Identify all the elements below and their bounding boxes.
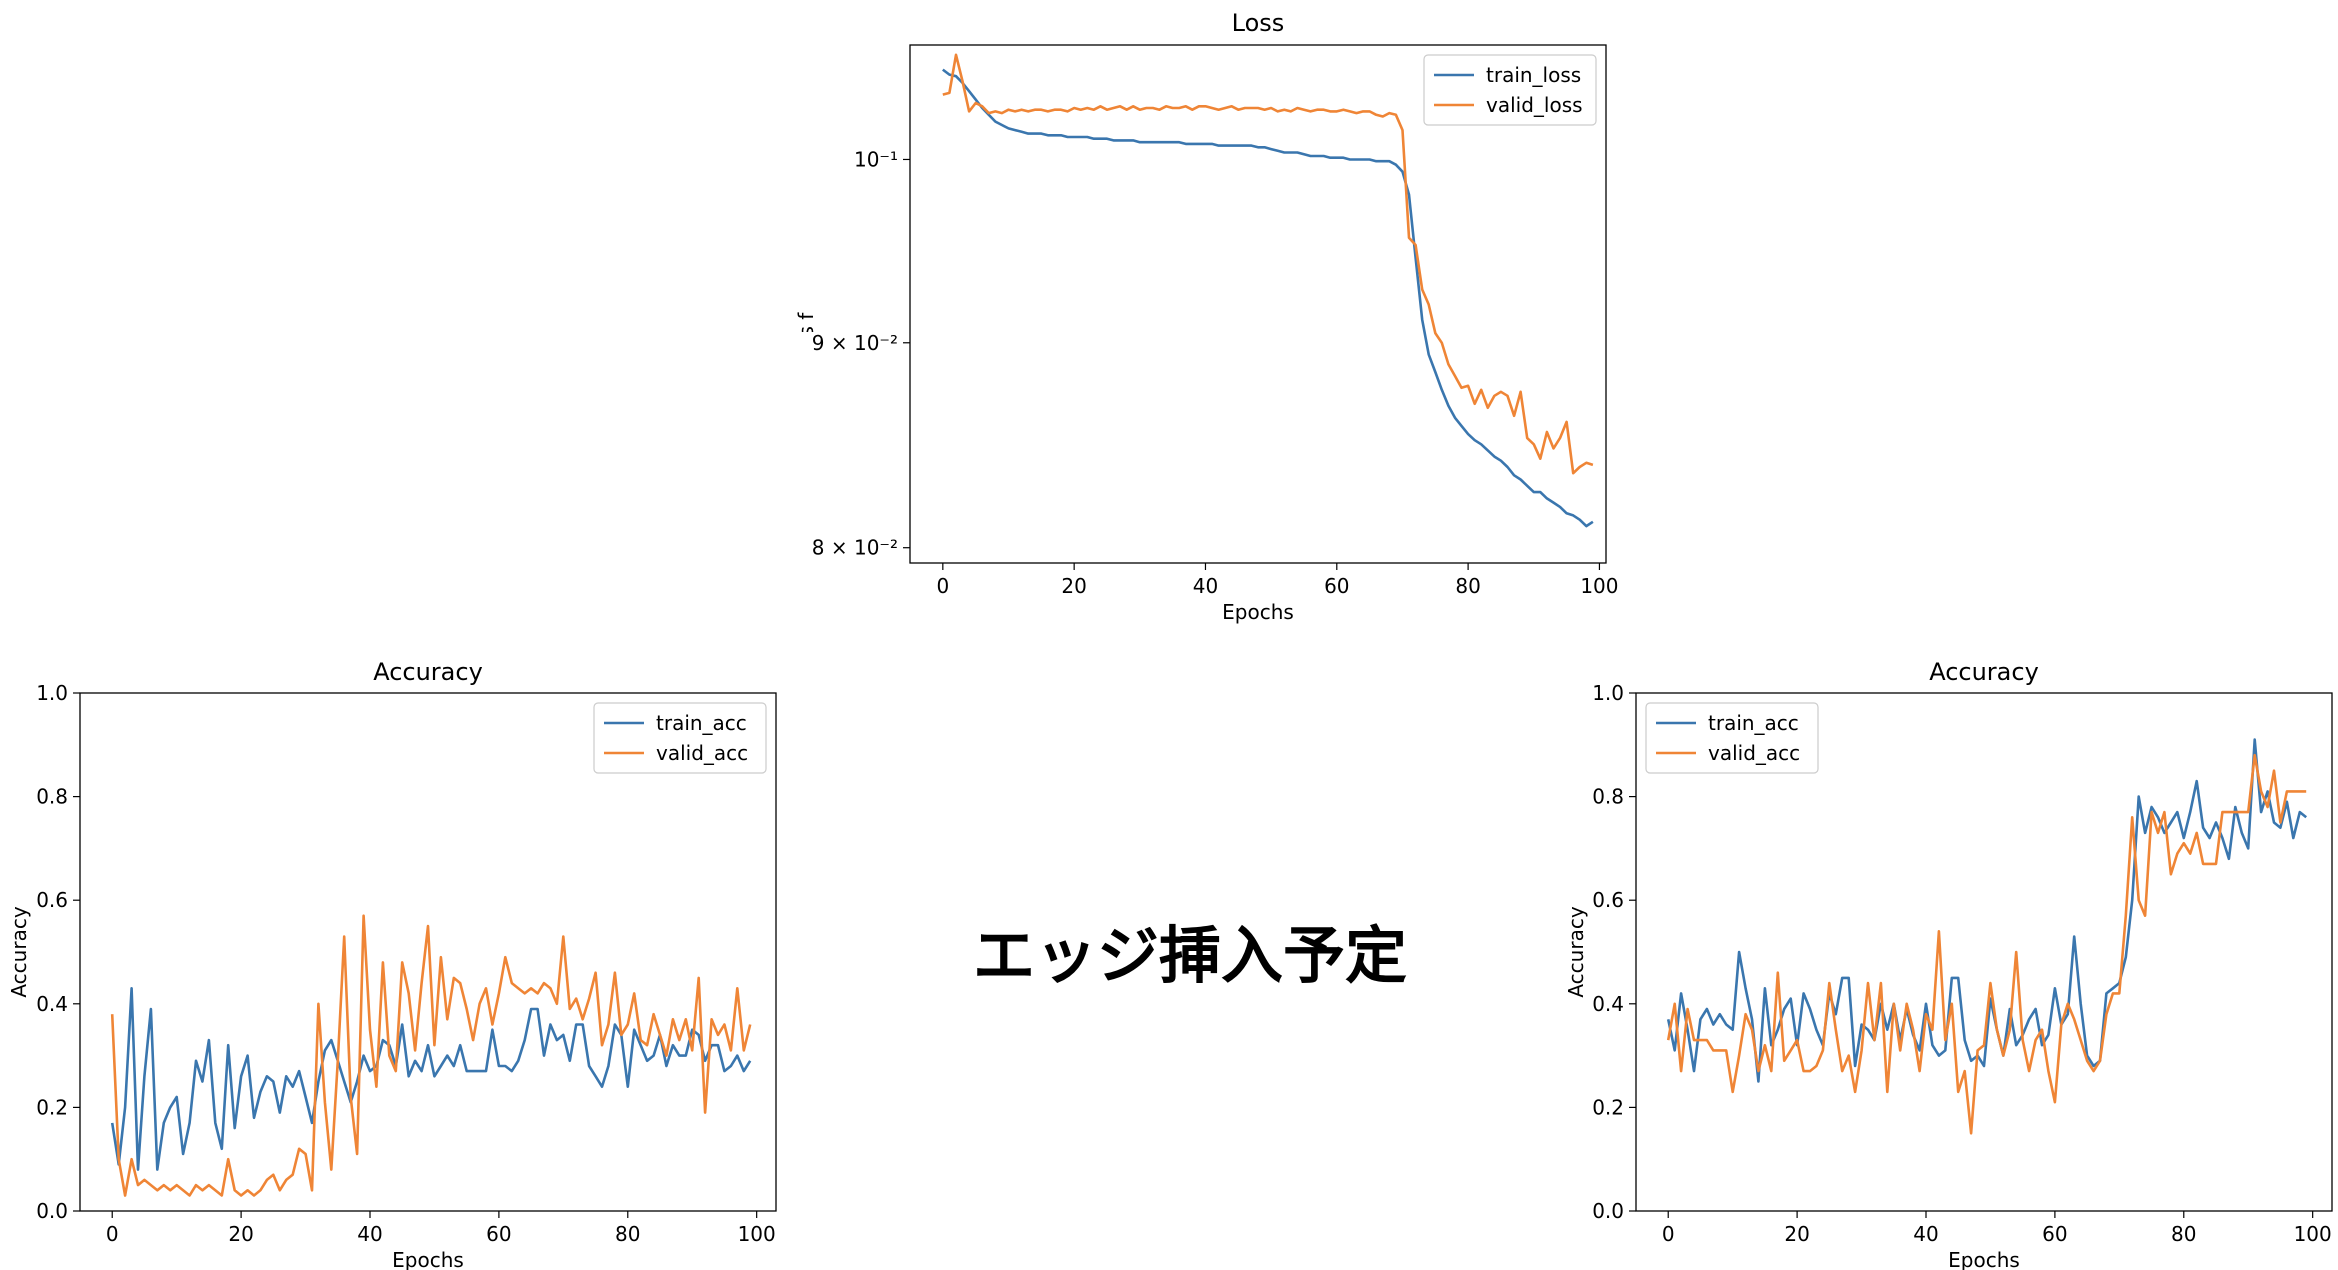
legend-label: train_acc	[1708, 711, 1799, 735]
x-tick-label: 80	[2171, 1222, 2196, 1246]
legend-box	[593, 702, 767, 774]
x-tick-label: 100	[2294, 1222, 2332, 1246]
insert-note: エッジ挿入予定	[972, 919, 1407, 992]
chart-loss: 0 20 40 60 80 100 8 × 10⁻² 9 × 10⁻² 10⁻¹ Loss Epoc…	[794, 9, 1619, 624]
y-tick-label: 0.0	[36, 1199, 68, 1223]
legend-label: train_acc	[656, 711, 747, 735]
chart-title: Accuracy	[373, 658, 483, 686]
series-line-train_acc	[1666, 738, 2308, 1083]
chart-title: Loss	[1232, 9, 1285, 37]
series-line-train_loss	[942, 68, 1594, 528]
series-line-valid_loss	[942, 53, 1594, 475]
plot-frame	[909, 44, 1607, 564]
x-tick-label: 20	[1061, 574, 1086, 598]
y-tick-label: 0.2	[1592, 1095, 1624, 1119]
y-tick-label: 0.8	[1592, 785, 1624, 809]
y-axis-label: Loss function	[794, 238, 818, 370]
y-axis-label: Accuracy	[1564, 906, 1588, 997]
y-axis-label: Accuracy	[7, 906, 31, 997]
y-tick-label: 10⁻¹	[854, 147, 898, 171]
legend: train_acc valid_acc	[593, 702, 767, 774]
x-tick-label: 0	[1662, 1222, 1675, 1246]
series-line-valid_acc	[1666, 753, 2307, 1135]
x-axis-label: Epochs	[1222, 600, 1294, 624]
y-tick-label: 0.6	[1592, 888, 1624, 912]
y-tick-label: 8 × 10⁻²	[812, 536, 898, 560]
x-axis-label: Epochs	[1948, 1248, 2020, 1270]
legend-label: train_loss	[1486, 63, 1581, 87]
y-tick-label: 0.4	[36, 992, 68, 1016]
y-tick-label: 9 × 10⁻²	[812, 331, 898, 355]
x-tick-label: 0	[106, 1222, 119, 1246]
x-tick-label: 20	[228, 1222, 253, 1246]
x-tick-label: 40	[357, 1222, 382, 1246]
x-tick-label: 40	[1913, 1222, 1938, 1246]
series-line-train_acc	[110, 986, 752, 1171]
x-axis-label: Epochs	[392, 1248, 464, 1270]
y-tick-label: 1.0	[36, 681, 68, 705]
plot-frame	[1635, 692, 2333, 1212]
y-tick-label: 0.0	[1592, 1199, 1624, 1223]
x-tick-label: 100	[738, 1222, 776, 1246]
chart-title: Accuracy	[1929, 658, 2039, 686]
series-line-valid_acc	[110, 914, 752, 1197]
legend-label: valid_acc	[1708, 741, 1800, 765]
legend-box	[1645, 702, 1819, 774]
chart-acc-right: 0 20 40 60 80 100 0.0 0.2 0.4 0.6 0.8 1.0 Accuracy Ep…	[1564, 658, 2333, 1270]
x-tick-label: 80	[1455, 574, 1480, 598]
y-tick-label: 0.4	[1592, 992, 1624, 1016]
x-tick-label: 60	[486, 1222, 511, 1246]
y-tick-label: 0.8	[36, 785, 68, 809]
y-tick-label: 1.0	[1592, 681, 1624, 705]
plot-frame	[79, 692, 777, 1212]
x-tick-label: 40	[1193, 574, 1218, 598]
x-tick-label: 60	[2042, 1222, 2067, 1246]
legend-label: valid_acc	[656, 741, 748, 765]
x-tick-label: 80	[615, 1222, 640, 1246]
x-tick-label: 60	[1324, 574, 1349, 598]
legend-label: valid_loss	[1486, 93, 1583, 117]
legend-box	[1423, 54, 1597, 126]
legend: train_acc valid_acc	[1645, 702, 1819, 774]
legend: train_loss valid_loss	[1423, 54, 1597, 126]
x-tick-label: 0	[936, 574, 949, 598]
x-tick-label: 100	[1580, 574, 1618, 598]
chart-acc-left: 0 20 40 60 80 100 0.0 0.2 0.4 0.6 0.8 1.0 Accuracy Ep…	[7, 658, 777, 1270]
y-tick-label: 0.2	[36, 1095, 68, 1119]
x-tick-label: 20	[1784, 1222, 1809, 1246]
y-tick-label: 0.6	[36, 888, 68, 912]
